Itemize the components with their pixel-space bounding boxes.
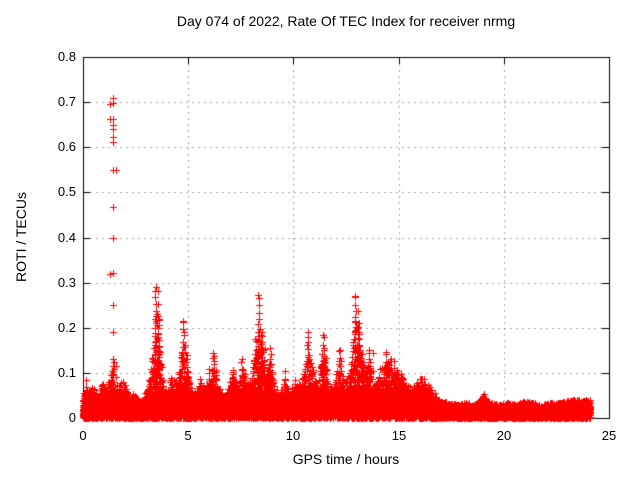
y-tick-label: 0.6 bbox=[57, 139, 76, 154]
x-tick-label: 10 bbox=[285, 428, 301, 443]
x-tick-label: 20 bbox=[496, 428, 512, 443]
x-tick-label: 15 bbox=[391, 428, 407, 443]
x-axis-label: GPS time / hours bbox=[292, 451, 400, 467]
y-tick-label: 0.1 bbox=[57, 365, 76, 380]
y-tick-label: 0 bbox=[68, 410, 76, 425]
y-tick-label: 0.2 bbox=[57, 320, 76, 335]
x-tick-label: 25 bbox=[601, 428, 617, 443]
x-tick-label: 5 bbox=[184, 428, 192, 443]
y-tick-label: 0.5 bbox=[57, 184, 76, 199]
chart-title: Day 074 of 2022, Rate Of TEC Index for r… bbox=[176, 13, 516, 29]
y-tick-label: 0.4 bbox=[57, 230, 76, 245]
x-tick-label: 0 bbox=[79, 428, 87, 443]
y-tick-label: 0.3 bbox=[57, 275, 76, 290]
y-tick-label: 0.7 bbox=[57, 94, 76, 109]
y-tick-label: 0.8 bbox=[57, 49, 76, 64]
